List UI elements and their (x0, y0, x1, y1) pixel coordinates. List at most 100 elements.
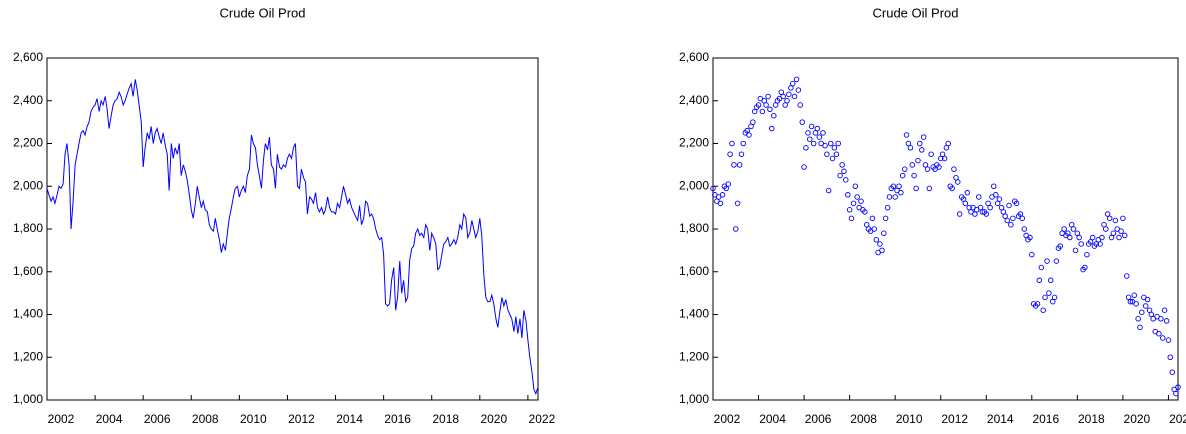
data-point (926, 185, 933, 192)
data-point (924, 166, 931, 172)
data-point (1040, 307, 1046, 313)
data-point (1131, 292, 1138, 299)
data-point (907, 145, 914, 151)
data-point (765, 93, 771, 100)
data-point (1006, 202, 1012, 209)
data-point (751, 108, 758, 115)
data-point (1156, 330, 1162, 337)
data-point (993, 192, 999, 198)
data-point (822, 142, 828, 149)
data-point (750, 119, 756, 125)
data-point (816, 134, 823, 140)
data-point (987, 204, 993, 211)
y-tick-label: 2,400 (679, 93, 709, 107)
data-point (1093, 241, 1099, 247)
data-point (941, 155, 948, 162)
x-tick-label: 2004 (96, 412, 123, 426)
data-point (767, 106, 773, 113)
data-point (795, 87, 802, 93)
data-point (955, 179, 961, 185)
x-tick-label: 2012 (288, 412, 315, 426)
data-point (846, 207, 853, 213)
x-tick-label: 2008 (850, 412, 877, 426)
x-tick-label: 2002 (48, 412, 75, 426)
y-tick-label: 1,200 (679, 349, 709, 363)
data-point (882, 215, 889, 222)
data-point (890, 183, 897, 189)
data-point (886, 194, 893, 200)
data-point (799, 119, 806, 125)
data-point (803, 145, 809, 151)
data-point (858, 198, 864, 204)
data-point (1072, 247, 1079, 254)
y-tick-label: 1,400 (679, 307, 709, 321)
data-point (1008, 221, 1014, 228)
x-tick-label: 2016 (1032, 412, 1059, 426)
data-point (903, 132, 910, 138)
data-point (962, 200, 969, 207)
data-point (1104, 211, 1111, 217)
data-point (1067, 234, 1073, 241)
data-point (901, 166, 908, 172)
data-point (746, 132, 752, 138)
data-point (831, 145, 838, 151)
data-point (892, 194, 898, 200)
data-point (1110, 230, 1117, 237)
data-point (922, 162, 929, 168)
data-point (833, 151, 840, 157)
y-tick-label: 1,800 (13, 221, 43, 235)
data-point (1042, 294, 1048, 301)
data-point (1133, 301, 1139, 307)
y-tick-label: 1,200 (13, 349, 43, 363)
x-tick-label: 2022 (1169, 412, 1186, 426)
data-point (939, 151, 946, 157)
data-point (920, 134, 927, 140)
data-point (789, 80, 796, 87)
data-point (1173, 390, 1179, 397)
data-point (873, 236, 880, 243)
data-point (996, 196, 1003, 202)
data-point (1163, 318, 1170, 324)
data-point (1139, 309, 1145, 316)
data-point (824, 151, 830, 157)
data-point (1082, 264, 1088, 271)
data-point (780, 93, 786, 100)
data-point (771, 112, 777, 119)
data-point (1159, 335, 1166, 341)
data-point (1121, 232, 1128, 239)
data-point (763, 102, 769, 108)
x-tick-label: 2010 (896, 412, 923, 426)
data-point (793, 76, 800, 83)
y-tick-label: 1,600 (679, 264, 709, 278)
data-point (1127, 298, 1134, 305)
data-point (786, 91, 792, 98)
x-tick-label: 2004 (759, 412, 786, 426)
data-point (877, 241, 883, 247)
data-point (881, 230, 887, 237)
data-point (835, 140, 841, 147)
data-point (1167, 354, 1174, 361)
data-point (919, 147, 925, 153)
data-point (1099, 234, 1105, 241)
data-point (738, 151, 745, 157)
data-line (46, 79, 539, 395)
y-tick-label: 1,600 (13, 264, 43, 278)
data-point (1010, 215, 1016, 222)
data-point (820, 130, 826, 136)
data-point (1051, 294, 1058, 301)
data-point (1124, 273, 1130, 279)
data-point (991, 183, 997, 189)
data-point (825, 187, 832, 194)
data-point (710, 185, 716, 192)
data-point (1120, 215, 1126, 222)
data-point (827, 140, 834, 147)
data-point (1135, 316, 1141, 322)
data-point (911, 172, 917, 179)
data-point (850, 200, 857, 207)
data-point (949, 185, 955, 192)
y-tick-label: 1,000 (679, 392, 709, 406)
data-point (1169, 369, 1176, 375)
data-point (736, 162, 743, 168)
